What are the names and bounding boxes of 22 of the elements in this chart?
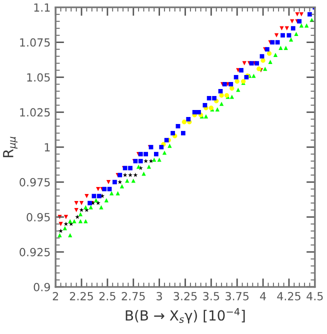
x-tick-label: 3.5 (203, 292, 220, 300)
x-tick-label: 2.5 (99, 292, 116, 300)
x-tick-label: 3.75 (226, 292, 249, 300)
x-tick-label: 4.25 (277, 292, 300, 300)
x-tick-label: 4 (260, 292, 266, 300)
y-tick-label: 1.1 (34, 3, 50, 12)
y-tick-label: 0.9 (34, 282, 50, 292)
x-tick-label: 2.75 (122, 292, 145, 300)
y-tick-label: 1.075 (20, 38, 50, 47)
y-axis-title: R$_{μμ}$ (3, 136, 18, 158)
x-tick-label: 2 (52, 292, 58, 300)
x-tick-label: 3 (156, 292, 162, 300)
y-tick-label: 1.05 (27, 73, 50, 82)
x-tick-label: 2.25 (70, 292, 93, 300)
y-tick-label: 0.975 (20, 178, 50, 186)
y-tick-label: 1 (44, 143, 50, 152)
x-tick-label: 3.25 (174, 292, 197, 300)
x-tick-label: 4.5 (306, 292, 323, 300)
y-tick-label: 0.95 (26, 212, 50, 222)
x-axis-title: B(B → X$_{s}$γ) [10$^{−4}$] (126, 308, 245, 324)
y-tick-label: 0.925 (20, 248, 50, 256)
y-tick-label: 1.025 (20, 108, 50, 117)
